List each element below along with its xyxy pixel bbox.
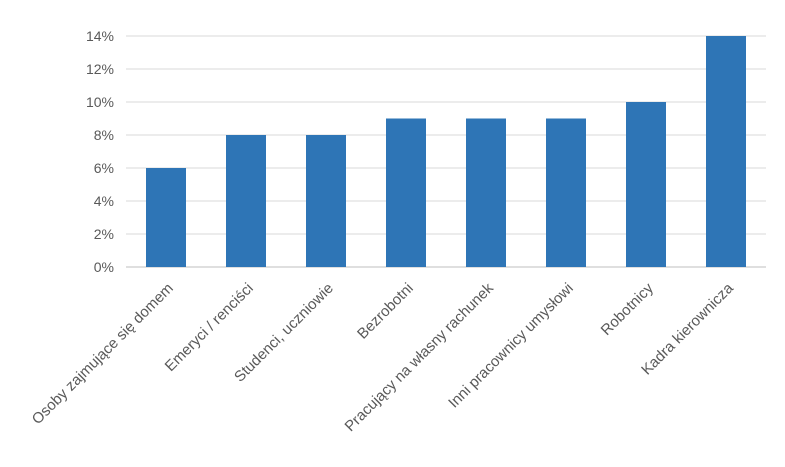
y-tick-label: 10% xyxy=(86,94,114,110)
bar xyxy=(466,118,506,267)
category-label: Osoby zajmujące się domem xyxy=(29,280,177,428)
y-tick-label: 14% xyxy=(86,28,114,44)
y-tick-label: 6% xyxy=(94,160,114,176)
category-label: Bezrobotni xyxy=(354,280,417,343)
y-tick-label: 0% xyxy=(94,259,114,275)
bar xyxy=(306,135,346,267)
category-label: Pracujący na własny rachunek xyxy=(342,279,498,435)
bar xyxy=(146,168,186,267)
bar xyxy=(386,118,426,267)
bar xyxy=(626,102,666,267)
category-label: Robotnicy xyxy=(598,279,658,339)
gridlines xyxy=(126,35,766,268)
y-tick-label: 12% xyxy=(86,61,114,77)
bar xyxy=(546,118,586,267)
y-tick-label: 8% xyxy=(94,127,114,143)
bars xyxy=(146,36,746,267)
bar xyxy=(706,36,746,267)
y-tick-label: 2% xyxy=(94,226,114,242)
y-axis-tick-labels: 0% 2% 4% 6% 8% 10% 12% 14% xyxy=(86,28,114,275)
bar xyxy=(226,135,266,267)
y-tick-label: 4% xyxy=(94,193,114,209)
